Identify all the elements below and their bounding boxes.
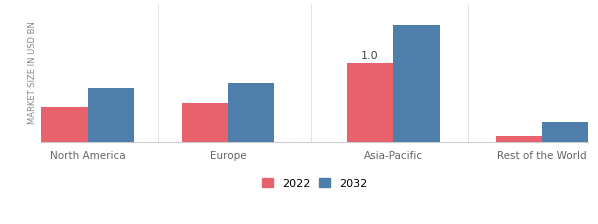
Bar [87, 88, 134, 142]
Legend: 2022, 2032: 2022, 2032 [262, 178, 368, 189]
Text: 1.0: 1.0 [361, 51, 379, 61]
Bar [542, 122, 588, 142]
Y-axis label: MARKET SIZE IN USD BN: MARKET SIZE IN USD BN [28, 22, 37, 125]
Bar [496, 136, 542, 142]
Bar [228, 83, 274, 142]
Bar [347, 63, 393, 142]
Bar [393, 25, 440, 142]
Bar [182, 103, 228, 142]
Bar [41, 106, 87, 142]
